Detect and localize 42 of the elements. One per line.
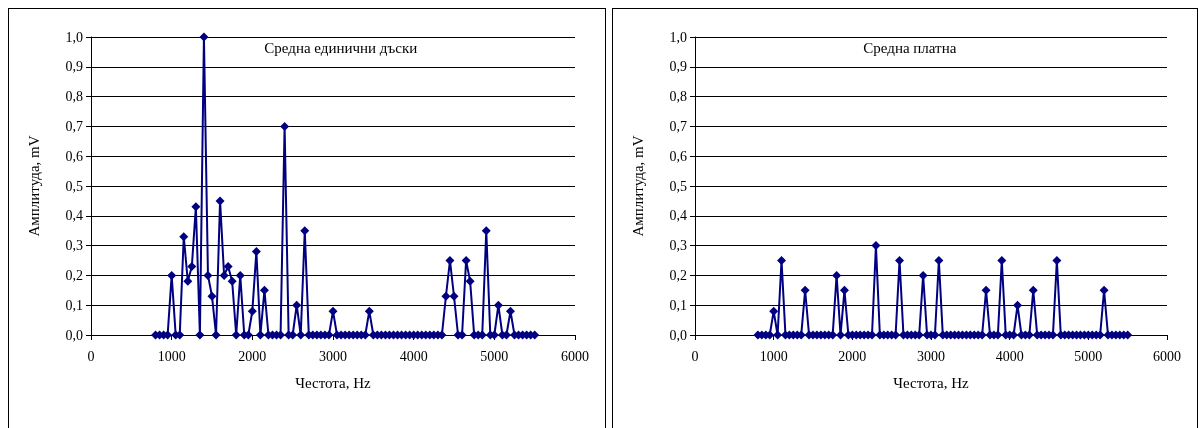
y-tick-label: 0,0: [65, 327, 83, 343]
x-tick-label: 5000: [1074, 348, 1103, 364]
y-tick-label: 1,0: [65, 29, 83, 45]
y-tick-label: 0,2: [65, 267, 83, 283]
y-tick-label: 0,1: [65, 297, 83, 313]
y-tick-label: 0,9: [669, 59, 687, 75]
y-tick-label: 0,8: [65, 89, 83, 105]
x-tick-label: 0: [87, 348, 95, 364]
x-tick-label: 2000: [838, 348, 867, 364]
chart-title: Средна единични дъски: [264, 39, 418, 56]
y-axis-title: Амплитуда, mV: [25, 135, 42, 237]
y-tick-label: 0,4: [669, 208, 687, 224]
x-tick-label: 6000: [561, 348, 589, 364]
y-tick-label: 0,7: [669, 118, 687, 134]
y-tick-label: 1,0: [669, 29, 687, 45]
x-tick-label: 3000: [917, 348, 945, 364]
y-tick-label: 0,5: [65, 178, 83, 194]
y-tick-label: 0,6: [65, 148, 83, 164]
y-tick-label: 0,3: [669, 238, 687, 254]
y-tick-label: 0,1: [669, 297, 687, 313]
x-tick-label: 5000: [480, 348, 509, 364]
y-tick-label: 0,0: [669, 327, 687, 343]
y-tick-label: 0,6: [669, 148, 687, 164]
x-tick-label: 3000: [319, 348, 347, 364]
y-tick-label: 0,8: [669, 89, 687, 105]
x-axis-title: Честота, Hz: [893, 374, 970, 391]
x-tick-label: 4000: [399, 348, 428, 364]
y-axis-title: Амплитуда, mV: [629, 135, 646, 237]
x-axis-title: Честота, Hz: [295, 374, 372, 391]
y-tick-label: 0,9: [65, 59, 83, 75]
y-tick-label: 0,5: [669, 178, 687, 194]
y-tick-label: 0,2: [669, 267, 687, 283]
x-tick-label: 1000: [157, 348, 186, 364]
x-tick-label: 1000: [759, 348, 788, 364]
x-tick-label: 2000: [238, 348, 267, 364]
x-tick-label: 0: [691, 348, 699, 364]
x-tick-label: 6000: [1153, 348, 1181, 364]
y-tick-label: 0,7: [65, 118, 83, 134]
y-tick-label: 0,3: [65, 238, 83, 254]
chart-title: Средна платна: [863, 39, 957, 56]
x-tick-label: 4000: [995, 348, 1024, 364]
y-tick-label: 0,4: [65, 208, 83, 224]
